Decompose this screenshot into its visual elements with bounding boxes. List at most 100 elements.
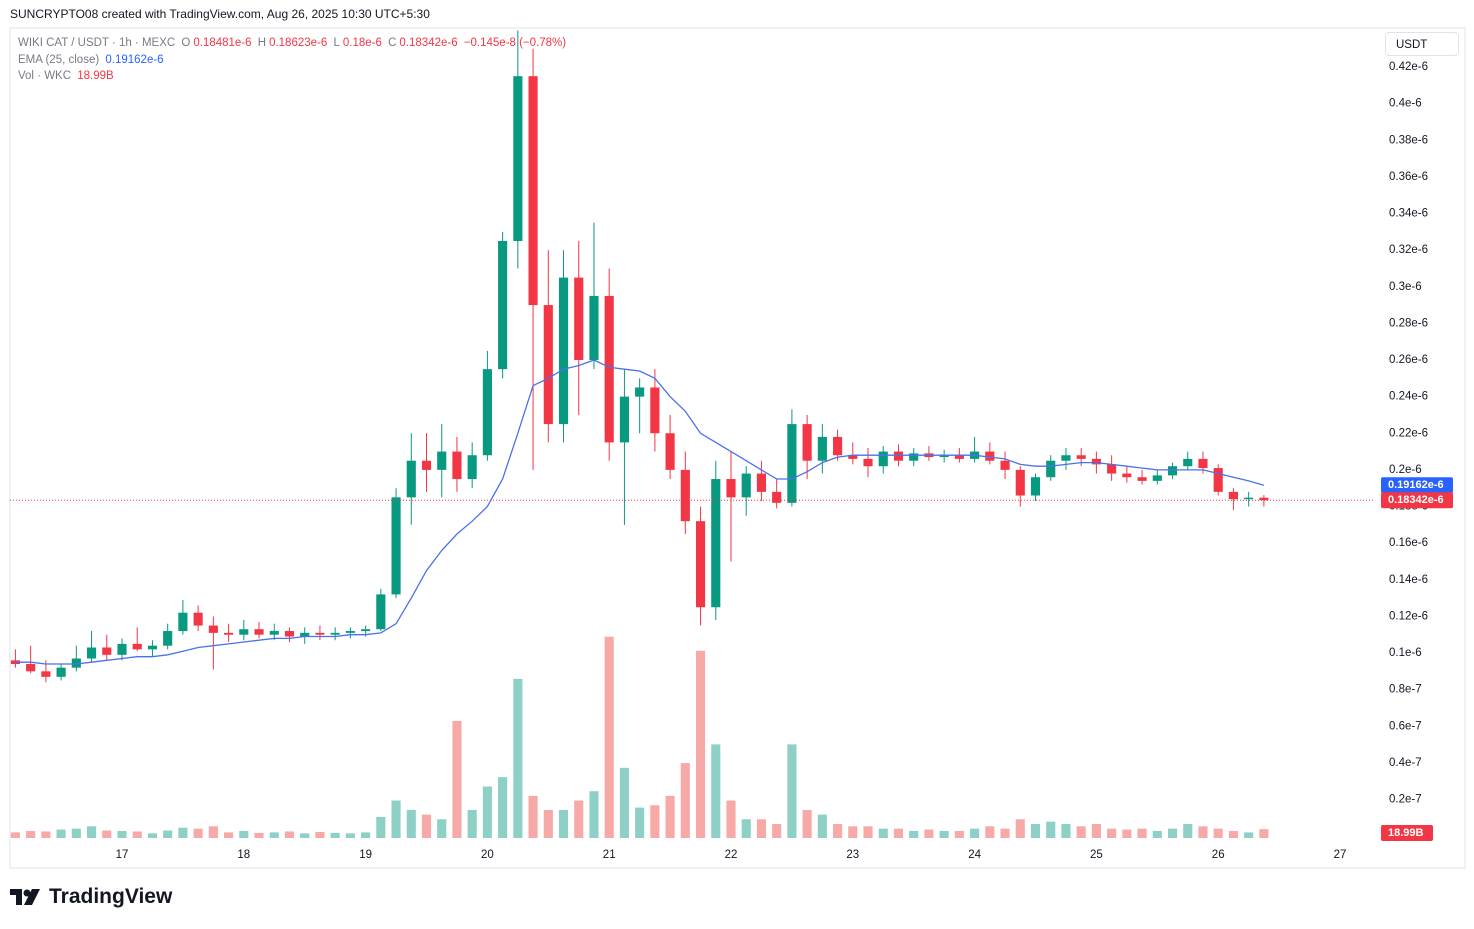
volume-bar: [665, 795, 675, 838]
x-tick-label: 19: [359, 849, 372, 861]
volume-bar: [1152, 830, 1162, 838]
y-tick-label: 0.3e-6: [1389, 281, 1422, 293]
volume-bar: [71, 828, 81, 838]
volume-bar: [909, 830, 919, 838]
candle-body: [985, 451, 995, 461]
volume-bar: [1061, 823, 1071, 838]
candle-body: [665, 433, 675, 470]
volume-bar: [1076, 826, 1086, 838]
y-tick-label: 0.26e-6: [1389, 354, 1428, 366]
candle-body: [650, 387, 660, 434]
x-tick-label: 22: [725, 849, 738, 861]
volume-bar: [1213, 828, 1223, 838]
x-tick-label: 25: [1090, 849, 1103, 861]
candle-body: [878, 451, 888, 467]
volume-bar: [208, 826, 218, 838]
candle-body: [1198, 458, 1208, 469]
candle-body: [1183, 458, 1193, 467]
candle-body: [498, 240, 508, 370]
volume-bar: [1091, 823, 1101, 838]
candle-body: [178, 612, 188, 632]
legend-row: Vol · WKC 18.99B: [18, 68, 569, 85]
volume-bar: [482, 786, 492, 838]
candle-body: [772, 491, 782, 503]
o-label: O: [181, 37, 191, 49]
volume-bar: [315, 831, 325, 838]
candle-body: [1228, 491, 1238, 500]
candle-body: [1091, 458, 1101, 465]
candle-body: [1030, 477, 1041, 496]
candle-body: [1046, 460, 1056, 478]
candle-body: [391, 497, 401, 595]
y-tick-label: 0.28e-6: [1389, 317, 1428, 329]
chart-frame: [9, 27, 1466, 869]
y-tick-label: 0.4e-6: [1389, 98, 1422, 110]
candle-body: [604, 295, 614, 443]
candle-body: [482, 369, 492, 456]
candle-body: [513, 76, 523, 241]
volume-bar: [498, 777, 508, 838]
candle-body: [41, 671, 51, 677]
volume-bar: [1107, 828, 1117, 838]
candle-body: [574, 277, 584, 361]
volume-bar: [421, 814, 432, 838]
symbol: WIKI CAT / USDT · 1h · MEXC: [18, 37, 176, 49]
volume-bar: [924, 829, 934, 838]
volume-bar: [406, 809, 416, 838]
candle-body: [893, 451, 904, 461]
volume-bar: [1183, 823, 1193, 838]
candle-body: [1076, 455, 1086, 459]
x-tick-label: 26: [1212, 849, 1225, 861]
currency-button[interactable]: USDT: [1385, 32, 1459, 56]
candle-body: [1152, 475, 1162, 481]
candle-body: [208, 625, 218, 633]
volume-bar: [254, 832, 264, 838]
volume-bar: [41, 831, 51, 838]
h-value: 0.18623e-6: [269, 37, 328, 49]
ema-value: 0.19162e-6: [105, 53, 164, 66]
candle-body: [56, 667, 66, 677]
legend-row: WIKI CAT / USDT · 1h · MEXC O 0.18481e-6 …: [18, 35, 569, 52]
volume-bar: [1244, 832, 1254, 838]
candle-body: [102, 647, 112, 655]
volume-bar: [817, 814, 827, 838]
volume-bar: [574, 800, 584, 838]
y-tick-label: 0.16e-6: [1389, 537, 1428, 549]
volume-bar: [345, 833, 355, 838]
brand-name: TradingView: [49, 885, 173, 908]
candle-body: [589, 295, 599, 361]
candle-body: [224, 632, 234, 635]
volume-bar: [1167, 828, 1178, 838]
candle-body: [558, 277, 569, 425]
candle-body: [269, 631, 279, 635]
volume-value: 18.99B: [77, 70, 114, 82]
candle-body: [848, 455, 858, 459]
volume-bar: [467, 809, 477, 838]
h-label: H: [257, 37, 267, 49]
volume-bar: [1000, 828, 1010, 838]
l-label: L: [333, 37, 340, 49]
candle-body: [817, 436, 827, 461]
volume-bar: [1046, 821, 1056, 838]
volume-badge-label: 18.99B: [1388, 827, 1424, 839]
x-tick-label: 17: [116, 849, 129, 861]
brand-icon: [10, 889, 40, 905]
candle-body: [452, 451, 462, 480]
legend-row: EMA (25, close) 0.19162e-6: [18, 52, 569, 69]
volume-bar: [680, 763, 690, 838]
y-tick-label: 0.8e-7: [1389, 684, 1422, 696]
volume-bar: [619, 767, 629, 838]
y-tick-label: 0.12e-6: [1389, 610, 1428, 622]
candle-body: [1213, 468, 1223, 492]
y-tick-label: 0.38e-6: [1389, 134, 1428, 146]
candle-body: [330, 632, 340, 635]
ema-line: [15, 359, 1265, 665]
y-tick-label: 0.32e-6: [1389, 244, 1428, 256]
o-value: 0.18481e-6: [193, 37, 252, 49]
volume-bar: [1030, 823, 1041, 838]
candle-body: [86, 647, 97, 659]
candle-body: [117, 643, 127, 655]
volume-bar: [239, 830, 249, 838]
candle-body: [802, 424, 812, 461]
volume-bar: [589, 791, 599, 838]
